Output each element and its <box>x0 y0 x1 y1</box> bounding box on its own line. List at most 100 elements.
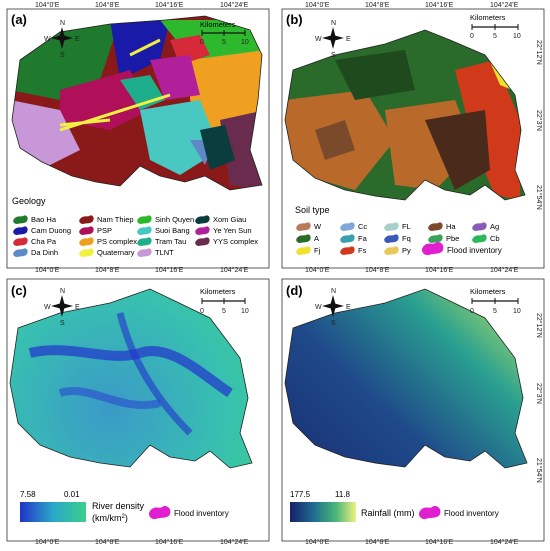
north-arrow-icon <box>51 27 73 49</box>
top-tick-b-0: 104°0'E <box>305 1 330 9</box>
bottom-tick-b-0: 104°0'E <box>305 266 330 273</box>
flood-inventory-icon <box>148 505 171 520</box>
geology-legend-item-label: Da Dinh <box>31 248 58 257</box>
legend-swatch-sinh-quyen <box>137 215 152 224</box>
soil-legend-item-label: Fa <box>358 234 368 243</box>
north-label-b: N <box>331 20 336 27</box>
top-tick-a-2: 104°16'E <box>155 1 184 9</box>
geology-legend-item-label: PS complex <box>97 237 137 246</box>
legend-swatch-nam-thiep <box>79 215 94 224</box>
soil-legend-item-label: Ag <box>490 222 499 231</box>
scale-0-c: 0 <box>200 308 204 315</box>
west-label-b: W <box>315 36 322 43</box>
rainfall-colorbar <box>290 502 356 522</box>
legend-swatch-ag <box>472 222 487 231</box>
bottom-tick-d-2: 104°16'E <box>425 538 454 546</box>
legend-swatch-psp <box>79 226 94 235</box>
bottom-tick-d-1: 104°8'E <box>365 538 390 546</box>
soil-legend-item-label: Fs <box>358 246 367 255</box>
east-label-a: E <box>75 36 80 43</box>
panel-b-soil-map: N S W E Kilometers 0 5 10 104°0'E 104°8'… <box>275 0 550 274</box>
legend-swatch-fs <box>340 246 355 255</box>
scale-10-d: 10 <box>513 308 521 315</box>
geology-legend-item-label: TLNT <box>155 248 174 257</box>
scale-title-d: Kilometers <box>470 287 506 296</box>
bottom-tick-d-0: 104°0'E <box>305 538 330 546</box>
river-density-unit: (km/km2) <box>92 513 128 523</box>
soil-legend-item-label: Fq <box>402 234 411 243</box>
panel-a-label: (a) <box>11 12 27 27</box>
top-tick-b-2: 104°16'E <box>425 1 454 9</box>
west-label-a: W <box>44 36 51 43</box>
soil-legend-item-label: Cb <box>490 234 500 243</box>
bottom-tick-a-1: 104°8'E <box>95 266 120 273</box>
legend-swatch-tram-tau <box>137 237 152 246</box>
soil-legend-item-label: Cc <box>358 222 367 231</box>
scale-10-a: 10 <box>241 39 249 46</box>
scale-5-a: 5 <box>222 39 226 46</box>
geology-legend-item-label: Cha Pa <box>31 237 57 246</box>
bottom-tick-b-1: 104°8'E <box>365 266 390 273</box>
bottom-tick-b-2: 104°16'E <box>425 266 454 273</box>
legend-swatch-py <box>384 246 399 255</box>
bottom-tick-c-3: 104°24'E <box>220 538 249 546</box>
soil-legend: W Cc FL Ha Ag A Fa Fq Pbe Cb Fj Fs Py <box>296 222 500 255</box>
panel-d-rainfall-map: N S W E Kilometers 0 5 10 104°0'E 104°8'… <box>275 273 550 546</box>
river-density-min: 0.01 <box>64 490 80 499</box>
panel-b-label: (b) <box>286 12 303 27</box>
legend-swatch-cam-duong <box>13 226 28 235</box>
river-density-title: River density <box>92 501 145 511</box>
geology-legend: Bao Ha Nam Thiep Sinh Quyen Xom Giau Cam Duo… <box>13 215 258 257</box>
top-tick-a-3: 104°24'E <box>220 1 249 9</box>
flood-label-c: Flood inventory <box>174 509 229 518</box>
legend-swatch-ye-yen-sun <box>195 226 210 235</box>
right-tick-d-0: 22°12'N <box>535 313 543 338</box>
top-tick-a-1: 104°8'E <box>95 1 120 9</box>
north-arrow-icon <box>322 27 344 49</box>
geology-legend-item-label: YYS complex <box>213 237 258 246</box>
geology-legend-item-label: Nam Thiep <box>97 215 134 224</box>
north-label-a: N <box>60 20 65 27</box>
north-arrow-icon <box>322 295 344 317</box>
north-arrow-icon <box>51 295 73 317</box>
flood-label-b: Flood inventory <box>447 246 502 255</box>
bottom-tick-a-0: 104°0'E <box>35 266 60 273</box>
legend-swatch-pbe <box>428 234 443 243</box>
bottom-tick-c-0: 104°0'E <box>35 538 60 546</box>
geology-legend-item-label: PSP <box>97 226 112 235</box>
bottom-tick-c-2: 104°16'E <box>155 538 184 546</box>
rainfall-min: 11.8 <box>335 490 351 499</box>
geology-legend-item-label: Suoi Bang <box>155 226 190 235</box>
geology-legend-item-label: Tram Tau <box>155 237 186 246</box>
south-label-d: S <box>331 320 336 327</box>
right-tick-b-1: 22°3'N <box>535 110 543 131</box>
geology-legend-item-label: Xom Giau <box>213 215 246 224</box>
panel-d-label: (d) <box>286 283 303 298</box>
west-label-d: W <box>315 304 322 311</box>
river-density-unit-close: ) <box>125 513 128 523</box>
scale-0-b: 0 <box>470 33 474 40</box>
legend-swatch-ps-complex <box>79 237 94 246</box>
panel-d-svg: N S W E Kilometers 0 5 10 104°0'E 104°8'… <box>281 278 545 546</box>
legend-swatch-fl <box>384 222 399 231</box>
geology-legend-item-label: Cam Duong <box>31 226 71 235</box>
panel-c-river-density-map: N S W E Kilometers 0 5 10 104°0'E 104°8'… <box>0 273 275 546</box>
bottom-tick-d-3: 104°24'E <box>490 538 519 546</box>
river-density-unit-sup: 2 <box>122 514 126 520</box>
soil-legend-item-label: A <box>314 234 319 243</box>
bottom-tick-b-3: 104°24'E <box>490 266 519 273</box>
legend-swatch-cc <box>340 222 355 231</box>
flood-inventory-icon <box>418 505 441 520</box>
bottom-tick-c-1: 104°8'E <box>95 538 120 546</box>
scale-0-a: 0 <box>200 39 204 46</box>
geology-legend-item-label: Ye Yen Sun <box>213 226 252 235</box>
legend-swatch-suoi-bang <box>137 226 152 235</box>
scale-10-c: 10 <box>241 308 249 315</box>
geology-legend-title: Geology <box>12 196 46 206</box>
east-label-b: E <box>346 36 351 43</box>
river-density-unit-base: (km/km <box>92 513 122 523</box>
scale-5-c: 5 <box>222 308 226 315</box>
west-label-c: W <box>44 304 51 311</box>
legend-swatch-yys-complex <box>195 237 210 246</box>
legend-swatch-fa <box>340 234 355 243</box>
